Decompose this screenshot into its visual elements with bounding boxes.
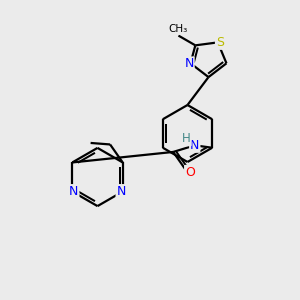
Text: N: N: [69, 185, 79, 198]
Text: N: N: [184, 57, 194, 70]
Text: N: N: [116, 185, 126, 198]
Text: H: H: [182, 132, 191, 145]
Text: S: S: [216, 36, 224, 49]
Text: N: N: [190, 139, 200, 152]
Text: CH₃: CH₃: [168, 24, 188, 34]
Text: O: O: [185, 166, 195, 179]
